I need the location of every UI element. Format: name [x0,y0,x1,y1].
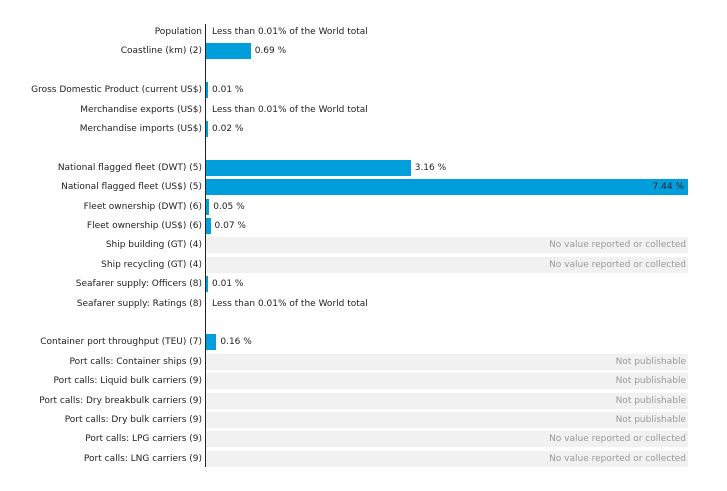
data-label: 0.07 % [214,221,246,231]
row-label: Fleet ownership (DWT) (6) [83,202,202,212]
row-background [206,354,688,370]
data-label: 0.02 % [212,124,244,134]
status-note: Not publishable [615,357,686,367]
row-label: Ship building (GT) (4) [105,240,202,250]
row-background [206,451,688,467]
data-label: Less than 0.01% of the World total [212,299,368,309]
bar [206,43,251,59]
row-label: Ship recycling (GT) (4) [101,260,202,270]
row-label: Merchandise imports (US$) [79,124,202,134]
bar [206,218,211,234]
row-label: Port calls: LPG carriers (9) [85,434,202,444]
status-note: Not publishable [615,376,686,386]
status-note: Not publishable [615,396,686,406]
row-label: Port calls: Liquid bulk carriers (9) [53,376,203,386]
row-label: Port calls: LNG carriers (9) [83,454,202,464]
bar [206,199,210,215]
row-label: Fleet ownership (US$) (6) [86,221,202,231]
bar [206,121,208,137]
status-note: No value reported or collected [549,434,686,444]
row-background [206,237,688,253]
row-background [206,373,688,389]
row-label: Port calls: Container ships (9) [69,357,203,367]
row-label: Seafarer supply: Officers (8) [75,279,202,289]
data-label: 0.05 % [213,202,245,212]
row-label: National flagged fleet (US$) (5) [61,182,202,192]
data-label: 0.69 % [254,46,287,56]
data-label: 7.44 % [652,182,684,192]
row-label: Container port throughput (TEU) (7) [40,337,202,347]
data-label: 0.16 % [220,337,252,347]
bar [206,179,688,195]
bar [206,82,208,98]
bar [206,160,411,176]
category-axis-line [205,24,206,467]
status-note: No value reported or collected [549,454,686,464]
data-label: 0.01 % [212,279,244,289]
row-label: Merchandise exports (US$) [80,105,202,115]
data-label: Less than 0.01% of the World total [212,105,368,115]
status-note: Not publishable [615,415,686,425]
row-background [206,431,688,447]
bar [206,334,217,350]
status-note: No value reported or collected [549,260,686,270]
row-label: Gross Domestic Product (current US$) [31,85,202,95]
row-background [206,412,688,428]
row-label: National flagged fleet (DWT) (5) [57,163,202,173]
bar [206,276,208,292]
data-label: 0.01 % [212,85,244,95]
row-label: Port calls: Dry breakbulk carriers (9) [39,396,202,406]
row-background [206,393,688,409]
data-label: 3.16 % [414,163,447,173]
row-label: Coastline (km) (2) [120,46,202,56]
row-label: Population [154,27,202,37]
row-background [206,257,688,273]
row-label: Seafarer supply: Ratings (8) [76,299,202,309]
row-label: Port calls: Dry bulk carriers (9) [64,415,202,425]
data-label: Less than 0.01% of the World total [212,27,368,37]
status-note: No value reported or collected [549,240,686,250]
